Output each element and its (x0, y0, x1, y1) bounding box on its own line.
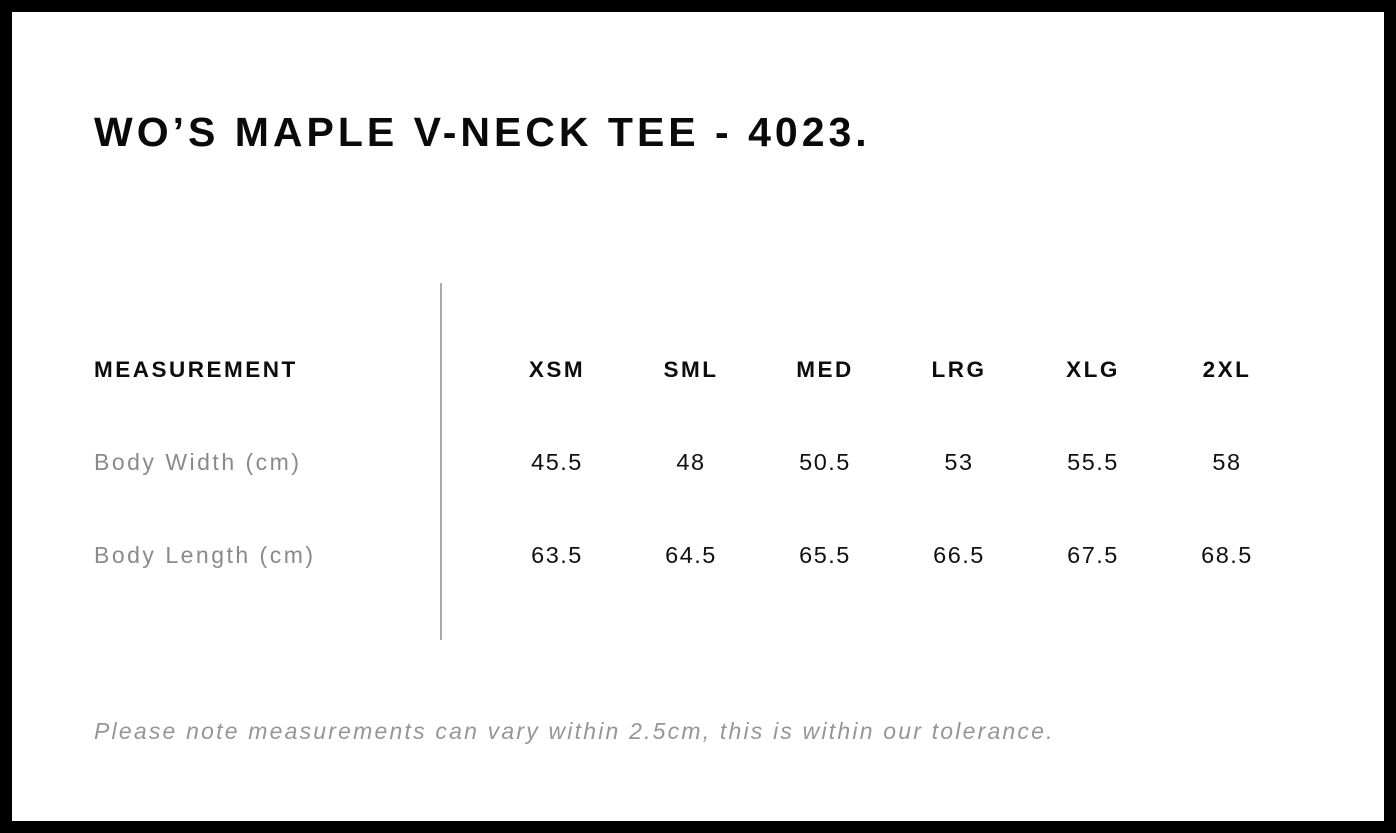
table-row-body-width: Body Width (cm) 45.5 48 50.5 53 55.5 58 (94, 416, 1294, 509)
size-chart-content: WO’S MAPLE V-NECK TEE - 4023. MEASUREMEN… (12, 111, 1384, 745)
body-length-xsm: 63.5 (531, 542, 583, 568)
table-header-row: MEASUREMENT XSM SML MED LRG XLG 2XL (94, 323, 1294, 416)
table-divider-line (440, 283, 442, 640)
body-width-lrg: 53 (944, 449, 974, 475)
body-length-med: 65.5 (799, 542, 851, 568)
size-header-sml: SML (663, 356, 719, 382)
body-width-med: 50.5 (799, 449, 851, 475)
body-length-sml: 64.5 (665, 542, 717, 568)
size-header-med: MED (796, 356, 854, 382)
table-row-body-length: Body Length (cm) 63.5 64.5 65.5 66.5 67.… (94, 509, 1294, 602)
size-header-2xl: 2XL (1202, 356, 1252, 382)
body-width-2xl: 58 (1212, 449, 1242, 475)
body-length-2xl: 68.5 (1201, 542, 1253, 568)
measurement-column-header: MEASUREMENT (94, 356, 298, 382)
body-length-lrg: 66.5 (933, 542, 985, 568)
body-width-xlg: 55.5 (1067, 449, 1119, 475)
tolerance-note: Please note measurements can vary within… (94, 718, 1055, 744)
body-length-xlg: 67.5 (1067, 542, 1119, 568)
product-title: WO’S MAPLE V-NECK TEE - 4023. (94, 109, 871, 155)
size-table: MEASUREMENT XSM SML MED LRG XLG 2XL Body… (94, 283, 1294, 640)
size-header-xsm: XSM (528, 356, 586, 382)
size-header-lrg: LRG (931, 356, 987, 382)
row-label-body-length: Body Length (cm) (94, 542, 316, 568)
body-width-sml: 48 (676, 449, 706, 475)
row-label-body-width: Body Width (cm) (94, 449, 302, 475)
size-header-xlg: XLG (1066, 356, 1120, 382)
body-width-xsm: 45.5 (531, 449, 583, 475)
